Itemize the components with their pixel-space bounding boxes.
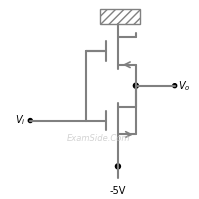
Circle shape: [133, 83, 138, 88]
Bar: [100, 9, 140, 24]
Text: V$_i$: V$_i$: [15, 114, 25, 127]
Text: -5V: -5V: [110, 186, 126, 196]
Circle shape: [173, 84, 177, 88]
Text: ExamSide.Com: ExamSide.Com: [67, 134, 131, 143]
Circle shape: [115, 164, 120, 169]
Text: V$_o$: V$_o$: [178, 79, 190, 93]
Circle shape: [28, 119, 32, 123]
